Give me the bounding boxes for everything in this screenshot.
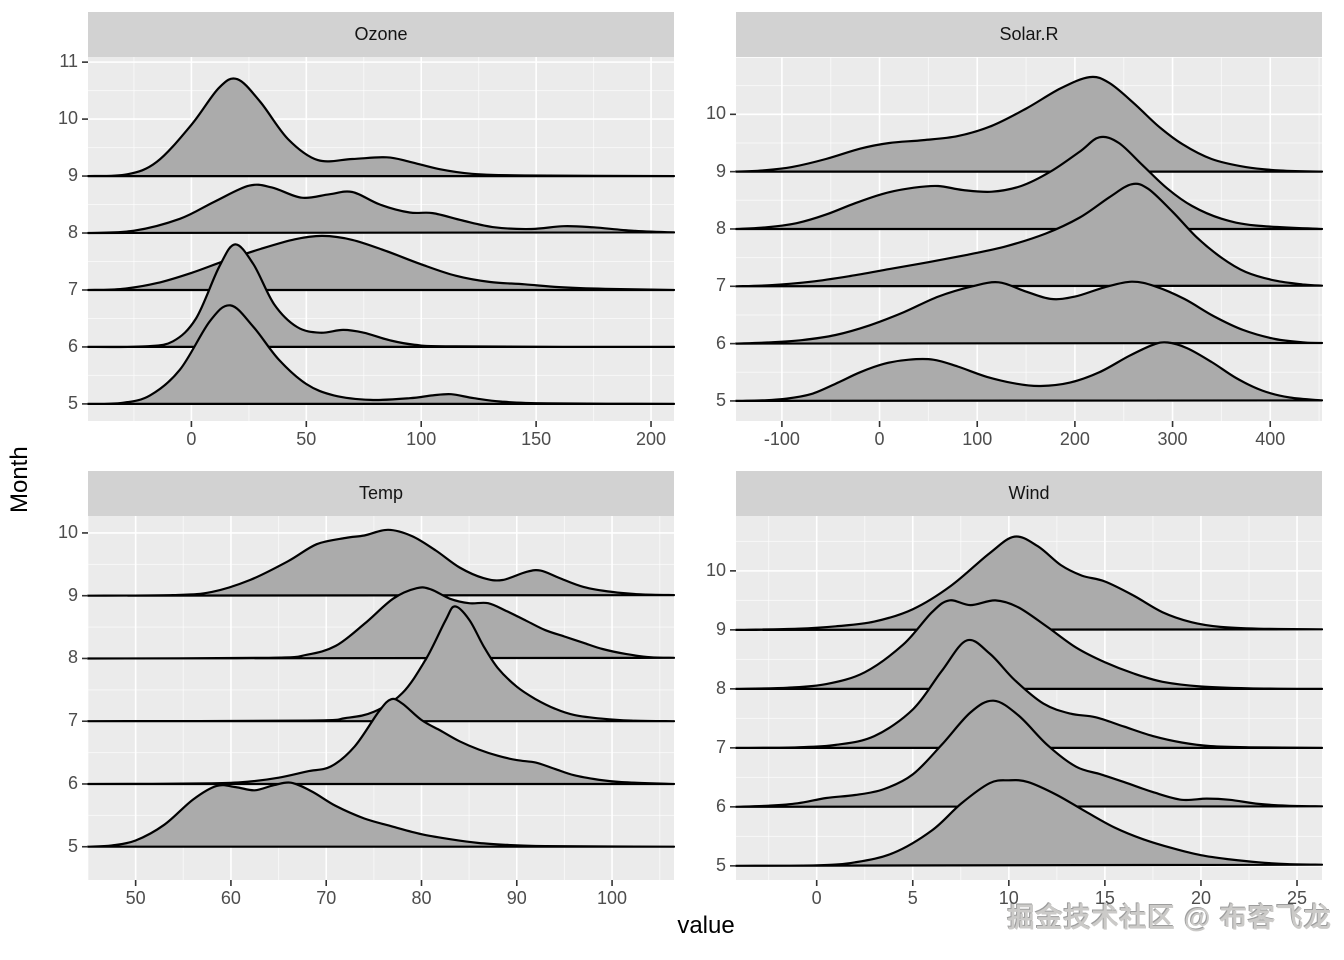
x-tick-label: 100 (962, 429, 993, 449)
y-tick-label: 6 (715, 332, 726, 353)
x-tick-label: 0 (874, 429, 885, 449)
facet-panel-ozone (82, 57, 675, 427)
x-tick-label: 90 (506, 888, 527, 908)
density-ridge-month-9 (735, 535, 1323, 631)
y-tick-label: 11 (59, 51, 78, 72)
y-tick-label: 9 (715, 618, 726, 639)
x-tick-label: 70 (316, 888, 337, 908)
density-ridge-month-5 (735, 341, 1323, 402)
x-tick-label: 0 (186, 429, 197, 449)
y-tick-label: 6 (715, 795, 726, 816)
density-ridge-month-9 (735, 75, 1323, 173)
y-tick-label: 9 (67, 165, 78, 186)
y-tick-label: 7 (67, 278, 78, 299)
y-tick-label: 8 (67, 222, 78, 243)
x-tick-label: 100 (406, 429, 437, 449)
facet-strip-wind: Wind (736, 471, 1322, 516)
y-tick-label: 10 (57, 108, 78, 129)
watermark: 掘金技术社区 @ 布客飞龙 (1007, 903, 1332, 933)
x-tick-label: 0 (811, 888, 822, 908)
y-tick-label: 6 (67, 335, 78, 356)
density-ridge-month-8 (87, 183, 675, 235)
facet-panel-solarr (730, 56, 1323, 427)
density-ridge-month-5 (87, 304, 675, 405)
facet-strip-temp: Temp (88, 471, 674, 516)
y-tick-label: 8 (715, 677, 726, 698)
density-ridge-month-7 (87, 605, 675, 723)
x-tick-label: 5 (907, 888, 918, 908)
y-tick-label: 9 (67, 584, 78, 605)
x-axis-title: value (677, 912, 735, 939)
y-tick-label: 8 (715, 217, 726, 238)
density-ridge-month-9 (87, 77, 675, 178)
y-tick-label: 5 (715, 854, 726, 875)
density-ridge-month-6 (87, 697, 675, 786)
x-tick-label: 50 (125, 888, 146, 908)
x-tick-label: 200 (1059, 429, 1090, 449)
x-tick-label: 20 (1190, 888, 1211, 908)
y-tick-label: 10 (705, 559, 726, 580)
density-ridge-month-6 (735, 699, 1323, 808)
x-tick-label: 300 (1157, 429, 1188, 449)
density-ridge-month-9 (87, 528, 675, 597)
y-tick-label: 5 (715, 389, 726, 410)
facet-strip-solar: Solar.R (736, 12, 1322, 57)
y-tick-label: 7 (715, 275, 726, 296)
y-tick-label: 8 (67, 647, 78, 668)
density-ridge-month-8 (87, 586, 675, 660)
x-tick-label: 25 (1287, 888, 1308, 908)
x-tick-label: 400 (1255, 429, 1286, 449)
x-tick-label: 10 (998, 888, 1019, 908)
facet-panel-wind (730, 516, 1323, 886)
facet-title-ozone: Ozone (354, 24, 408, 44)
density-ridge-month-5 (735, 779, 1323, 867)
x-tick-label: 200 (635, 429, 667, 449)
facet-title-solar: Solar.R (999, 24, 1059, 44)
y-tick-label: 9 (715, 160, 726, 181)
x-tick-label: 60 (220, 888, 241, 908)
density-ridge-month-8 (735, 135, 1323, 231)
y-tick-label: 5 (67, 392, 78, 413)
facet-title-temp: Temp (358, 483, 403, 503)
x-tick-label: 80 (411, 888, 432, 908)
x-tick-label: 150 (521, 429, 552, 449)
y-tick-label: 10 (57, 521, 78, 542)
y-tick-label: 6 (67, 772, 78, 793)
facet-title-wind: Wind (1008, 483, 1050, 503)
density-ridge-month-7 (735, 638, 1323, 749)
y-tick-label: 7 (715, 736, 726, 757)
facet-strip-ozone: Ozone (88, 12, 674, 57)
x-tick-label: 50 (296, 429, 317, 449)
x-tick-label: -100 (763, 429, 800, 449)
density-ridge-month-6 (735, 280, 1323, 345)
y-tick-label: 5 (67, 835, 78, 856)
x-tick-label: 100 (597, 888, 628, 908)
x-tick-label: 15 (1094, 888, 1115, 908)
y-tick-label: 7 (67, 710, 78, 731)
y-tick-label: 10 (705, 103, 726, 124)
density-ridge-month-7 (735, 182, 1323, 288)
facet-panel-temp (82, 516, 675, 886)
density-ridge-month-5 (87, 781, 675, 848)
density-ridge-month-8 (735, 599, 1323, 690)
